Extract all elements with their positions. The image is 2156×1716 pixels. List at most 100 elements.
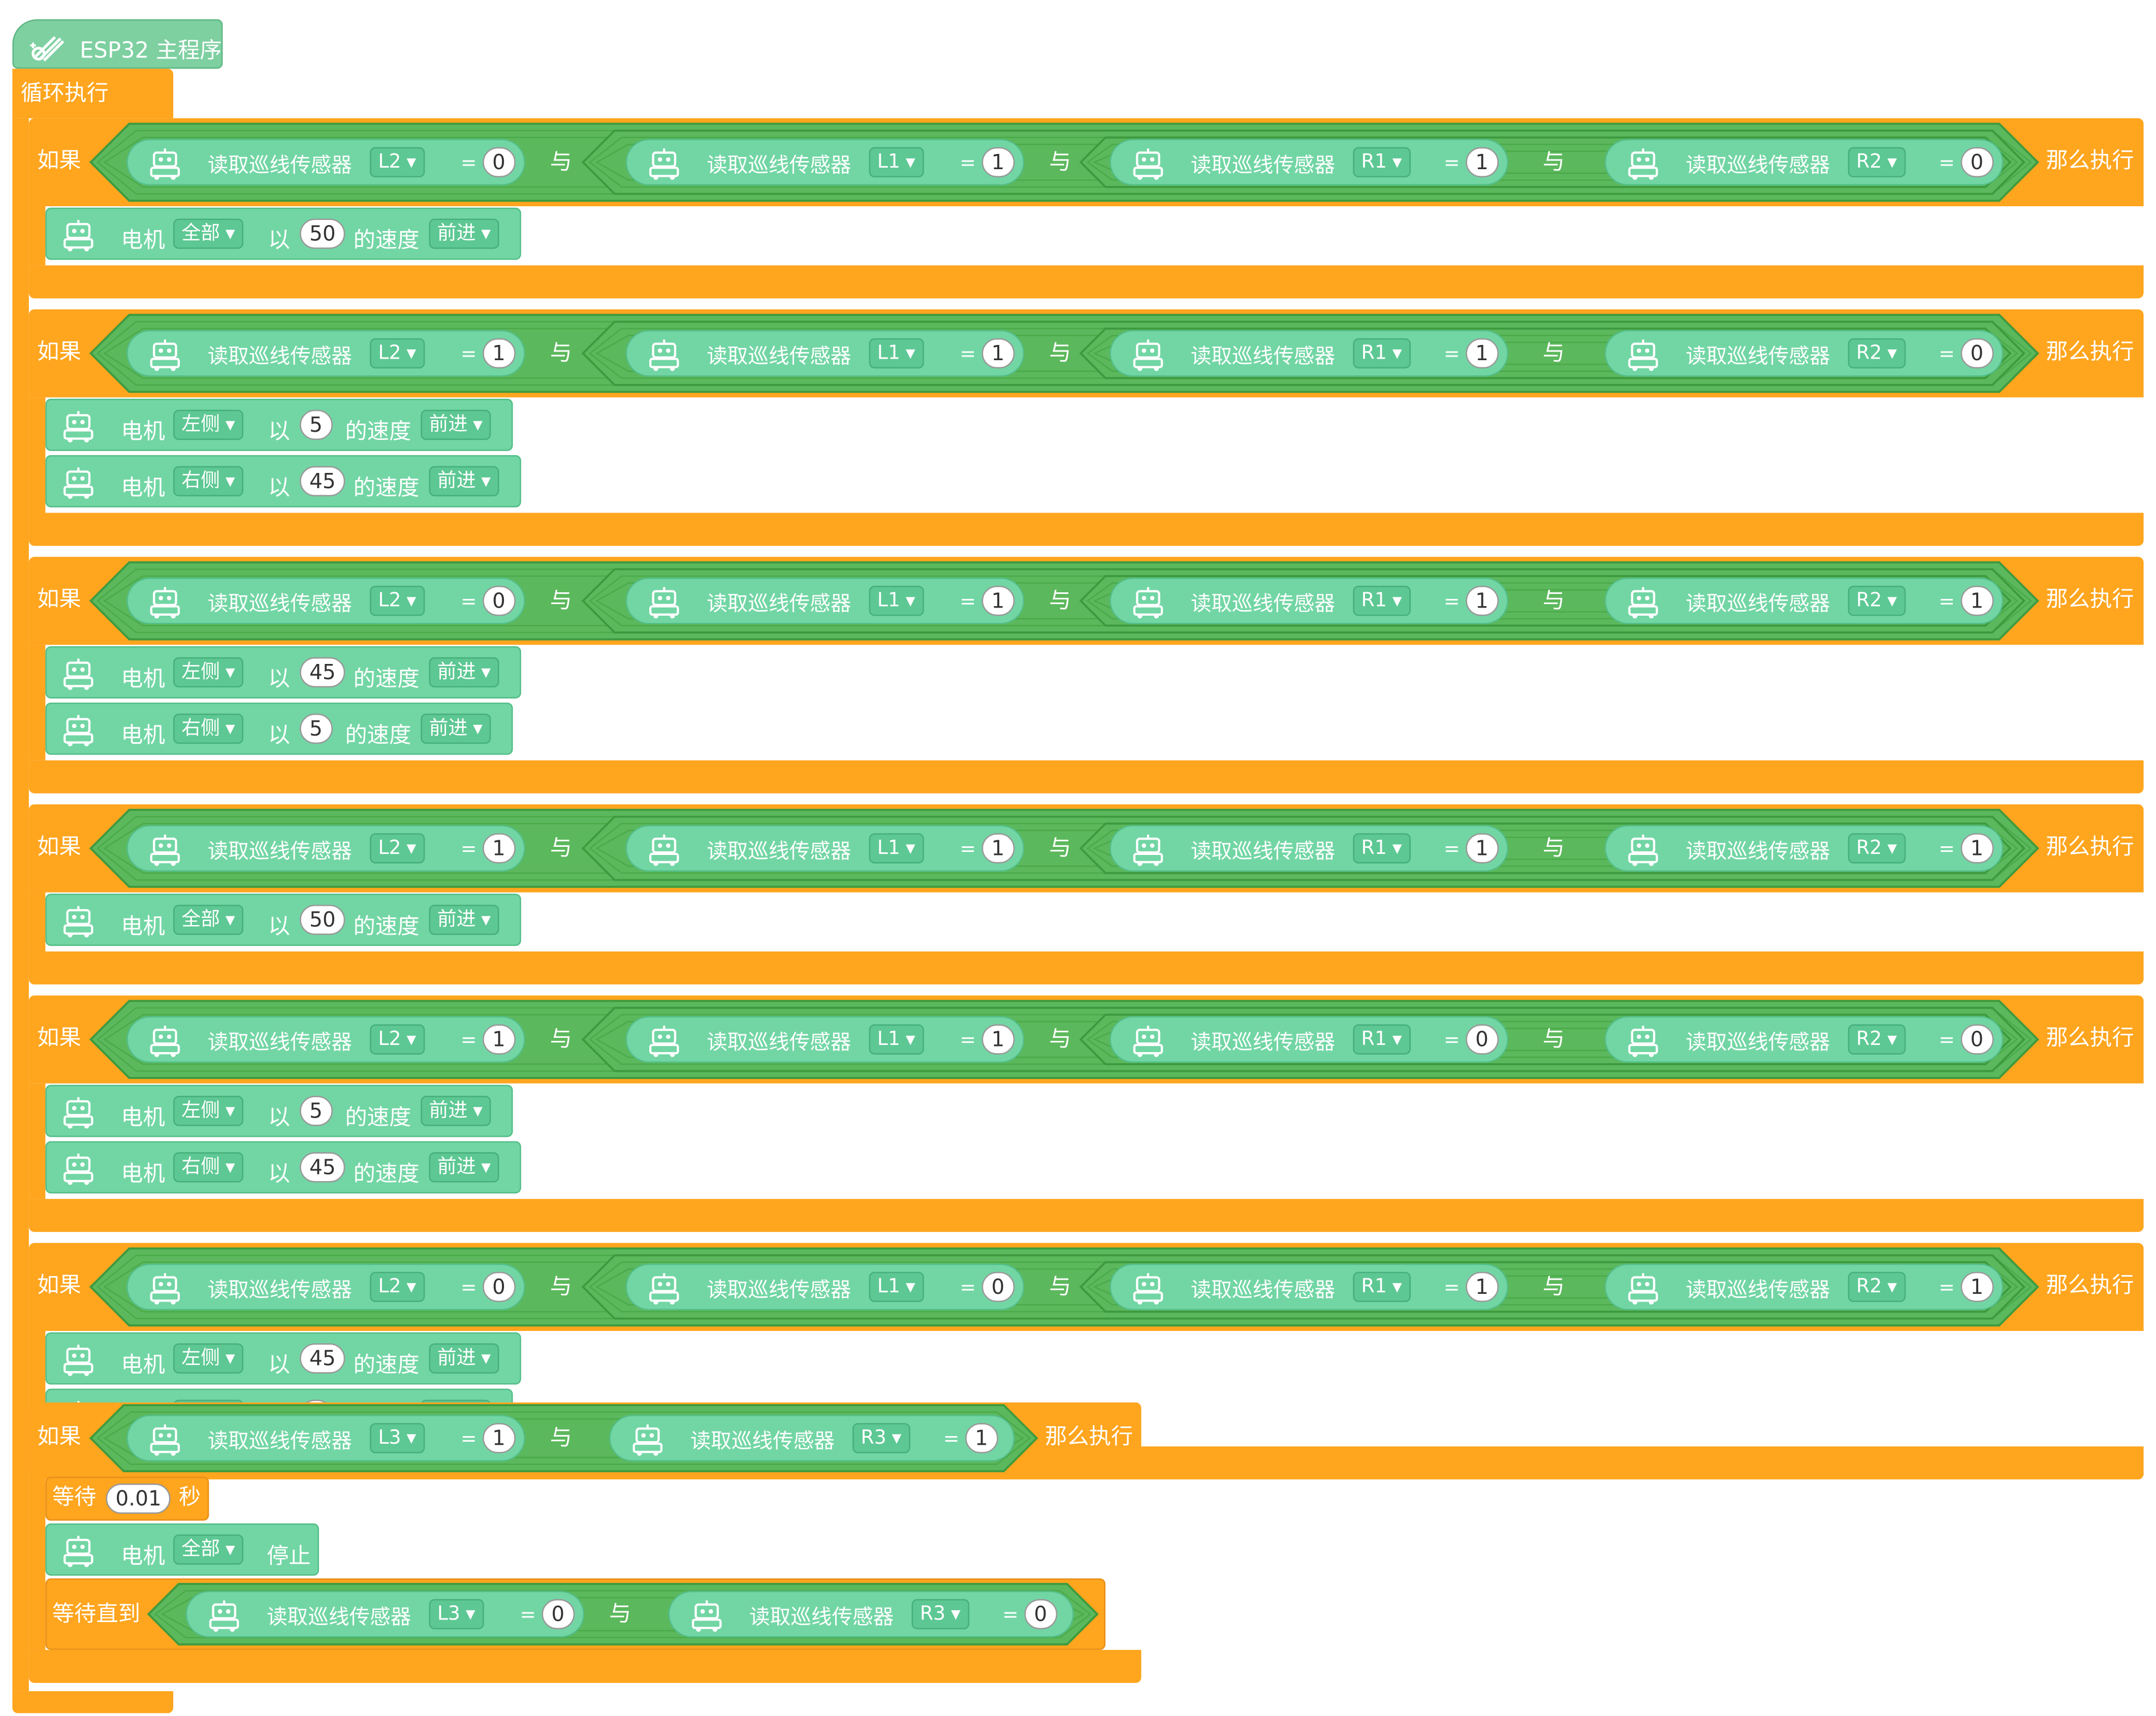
direction-dropdown[interactable]: 前进 ▼ [429,1152,499,1183]
motor-speed-block[interactable]: 电机 全部 ▼ 以 50 的速度 前进 ▼ [45,894,521,946]
sensor-select-dropdown[interactable]: L1 ▼ [869,338,924,369]
sensor-compare-block[interactable]: 读取巡线传感器 R1 ▼ = 1 [1109,577,1509,624]
sensor-select-dropdown[interactable]: L2 ▼ [370,1024,425,1055]
sensor-compare-block[interactable]: 读取巡线传感器 R2 ▼ = 0 [1604,139,2004,186]
sensor-select-dropdown[interactable]: L2 ▼ [370,833,425,864]
compare-value-input[interactable]: 0 [981,1272,1014,1302]
sensor-compare-block[interactable]: 读取巡线传感器 R3 ▼ = 1 [609,1415,1015,1462]
sensor-compare-block[interactable]: 读取巡线传感器 R1 ▼ = 1 [1109,824,1509,872]
direction-dropdown[interactable]: 前进 ▼ [429,904,499,935]
motor-side-dropdown[interactable]: 全部 ▼ [173,1534,243,1565]
sensor-select-dropdown[interactable]: R1 ▼ [1353,833,1410,864]
compare-value-input[interactable]: 0 [1960,1024,1993,1055]
compare-value-input[interactable]: 0 [542,1599,575,1630]
compare-value-input[interactable]: 1 [483,338,515,369]
sensor-compare-block[interactable]: 读取巡线传感器 L1 ▼ = 0 [625,1263,1025,1311]
sensor-select-dropdown[interactable]: R1 ▼ [1353,1272,1410,1302]
compare-value-input[interactable]: 1 [1466,586,1498,616]
direction-dropdown[interactable]: 前进 ▼ [429,466,499,497]
sensor-select-dropdown[interactable]: L1 ▼ [869,1024,924,1055]
compare-value-input[interactable]: 1 [981,147,1014,178]
motor-side-dropdown[interactable]: 全部 ▼ [173,218,243,249]
sensor-select-dropdown[interactable]: L2 ▼ [370,147,425,178]
speed-input[interactable]: 45 [300,1343,345,1374]
sensor-select-dropdown[interactable]: L1 ▼ [869,1272,924,1302]
direction-dropdown[interactable]: 前进 ▼ [429,657,499,688]
compare-value-input[interactable]: 0 [1960,338,1993,369]
motor-speed-block[interactable]: 电机 左侧 ▼ 以 45 的速度 前进 ▼ [45,1332,521,1385]
compare-value-input[interactable]: 0 [483,1272,515,1302]
sensor-compare-block[interactable]: 读取巡线传感器 R1 ▼ = 0 [1109,1016,1509,1063]
speed-input[interactable]: 50 [300,218,345,249]
speed-input[interactable]: 50 [300,904,345,935]
motor-speed-block[interactable]: 电机 左侧 ▼ 以 45 的速度 前进 ▼ [45,646,521,698]
compare-value-input[interactable]: 1 [1466,147,1498,178]
compare-value-input[interactable]: 0 [483,147,515,178]
sensor-compare-block[interactable]: 读取巡线传感器 L2 ▼ = 1 [126,1016,525,1063]
sensor-compare-block[interactable]: 读取巡线传感器 R2 ▼ = 0 [1604,1016,2004,1063]
sensor-select-dropdown[interactable]: L2 ▼ [370,586,425,616]
sensor-compare-block[interactable]: 读取巡线传感器 R1 ▼ = 1 [1109,1263,1509,1311]
motor-side-dropdown[interactable]: 右侧 ▼ [173,713,243,744]
forever-loop-block[interactable] [12,69,174,118]
speed-input[interactable]: 5 [300,713,332,744]
sensor-select-dropdown[interactable]: R3 ▼ [852,1423,910,1453]
speed-input[interactable]: 45 [300,657,345,688]
motor-speed-block[interactable]: 电机 右侧 ▼ 以 45 的速度 前进 ▼ [45,455,521,507]
compare-value-input[interactable]: 1 [1466,338,1498,369]
sensor-compare-block[interactable]: 读取巡线传感器 L1 ▼ = 1 [625,577,1025,624]
compare-value-input[interactable]: 1 [981,1024,1014,1055]
sensor-compare-block[interactable]: 读取巡线传感器 L2 ▼ = 0 [126,139,525,186]
sensor-compare-block[interactable]: 读取巡线传感器 R2 ▼ = 1 [1604,577,2004,624]
compare-value-input[interactable]: 1 [965,1423,998,1453]
motor-side-dropdown[interactable]: 左侧 ▼ [173,657,243,688]
sensor-compare-block[interactable]: 读取巡线传感器 L2 ▼ = 1 [126,824,525,872]
motor-side-dropdown[interactable]: 右侧 ▼ [173,466,243,497]
motor-speed-block[interactable]: 电机 左侧 ▼ 以 5 的速度 前进 ▼ [45,1085,513,1137]
sensor-select-dropdown[interactable]: R2 ▼ [1848,1272,1906,1302]
wait-seconds-input[interactable]: 0.01 [106,1483,171,1514]
compare-value-input[interactable]: 1 [1466,833,1498,864]
direction-dropdown[interactable]: 前进 ▼ [421,713,491,744]
sensor-select-dropdown[interactable]: L2 ▼ [370,1272,425,1302]
compare-value-input[interactable]: 1 [981,338,1014,369]
motor-side-dropdown[interactable]: 左侧 ▼ [173,409,243,440]
sensor-select-dropdown[interactable]: R3 ▼ [911,1599,969,1630]
sensor-compare-block[interactable]: 读取巡线传感器 L2 ▼ = 1 [126,330,525,377]
sensor-select-dropdown[interactable]: R2 ▼ [1848,586,1906,616]
direction-dropdown[interactable]: 前进 ▼ [421,1096,491,1126]
sensor-compare-block[interactable]: 读取巡线传感器 R2 ▼ = 1 [1604,824,2004,872]
sensor-compare-block[interactable]: 读取巡线传感器 L1 ▼ = 1 [625,824,1025,872]
sensor-select-dropdown[interactable]: R1 ▼ [1353,586,1410,616]
compare-value-input[interactable]: 1 [483,1423,515,1453]
sensor-compare-block[interactable]: 读取巡线传感器 R2 ▼ = 1 [1604,1263,2004,1311]
compare-value-input[interactable]: 0 [1024,1599,1057,1630]
compare-value-input[interactable]: 1 [483,833,515,864]
sensor-compare-block[interactable]: 读取巡线传感器 L3 ▼ = 1 [126,1415,525,1462]
speed-input[interactable]: 5 [300,1096,332,1126]
sensor-compare-block[interactable]: 读取巡线传感器 R1 ▼ = 1 [1109,139,1509,186]
compare-value-input[interactable]: 1 [483,1024,515,1055]
motor-stop-block[interactable]: 电机 全部 ▼ 停止 [45,1523,319,1576]
sensor-compare-block[interactable]: 读取巡线传感器 L2 ▼ = 0 [126,577,525,624]
compare-value-input[interactable]: 1 [1960,1272,1993,1302]
motor-side-dropdown[interactable]: 右侧 ▼ [173,1152,243,1183]
sensor-select-dropdown[interactable]: L2 ▼ [370,338,425,369]
sensor-select-dropdown[interactable]: L1 ▼ [869,586,924,616]
compare-value-input[interactable]: 0 [1960,147,1993,178]
direction-dropdown[interactable]: 前进 ▼ [429,1343,499,1374]
sensor-select-dropdown[interactable]: R1 ▼ [1353,1024,1410,1055]
sensor-select-dropdown[interactable]: R2 ▼ [1848,147,1906,178]
sensor-select-dropdown[interactable]: L3 ▼ [370,1423,425,1453]
sensor-select-dropdown[interactable]: L1 ▼ [869,147,924,178]
sensor-select-dropdown[interactable]: R2 ▼ [1848,338,1906,369]
sensor-compare-block[interactable]: 读取巡线传感器 R1 ▼ = 1 [1109,330,1509,377]
sensor-select-dropdown[interactable]: R1 ▼ [1353,147,1410,178]
direction-dropdown[interactable]: 前进 ▼ [429,218,499,249]
speed-input[interactable]: 45 [300,466,345,497]
sensor-select-dropdown[interactable]: L3 ▼ [429,1599,484,1630]
motor-side-dropdown[interactable]: 左侧 ▼ [173,1096,243,1126]
compare-value-input[interactable]: 1 [1466,1272,1498,1302]
motor-speed-block[interactable]: 电机 左侧 ▼ 以 5 的速度 前进 ▼ [45,398,513,451]
